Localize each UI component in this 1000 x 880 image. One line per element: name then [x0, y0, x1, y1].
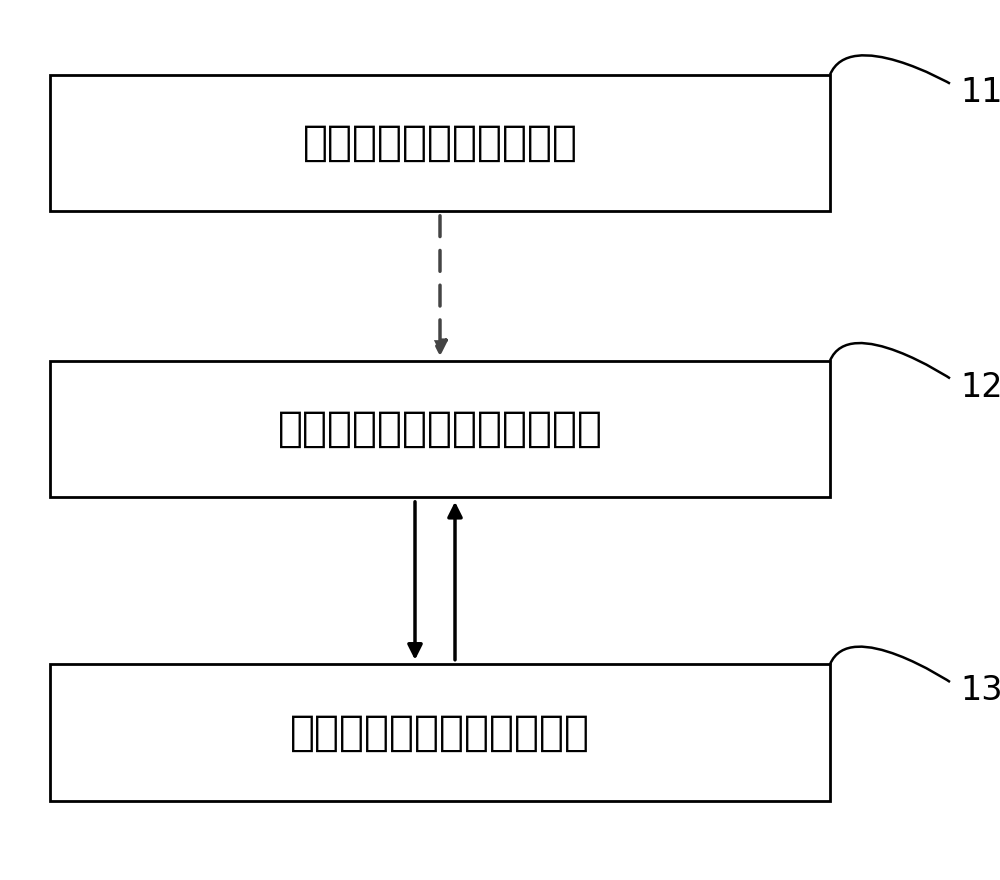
Text: 110: 110	[960, 76, 1000, 109]
Text: 平衡能力自适应辅助调节端: 平衡能力自适应辅助调节端	[290, 712, 590, 753]
FancyBboxPatch shape	[50, 664, 830, 801]
Text: 130: 130	[960, 674, 1000, 708]
Text: 平衡能力训练信息展示端: 平衡能力训练信息展示端	[302, 122, 578, 164]
FancyBboxPatch shape	[50, 361, 830, 497]
Text: 可穿戴式平衡能力训练设备端: 可穿戴式平衡能力训练设备端	[278, 408, 602, 450]
FancyBboxPatch shape	[50, 75, 830, 211]
Text: 120: 120	[960, 370, 1000, 404]
